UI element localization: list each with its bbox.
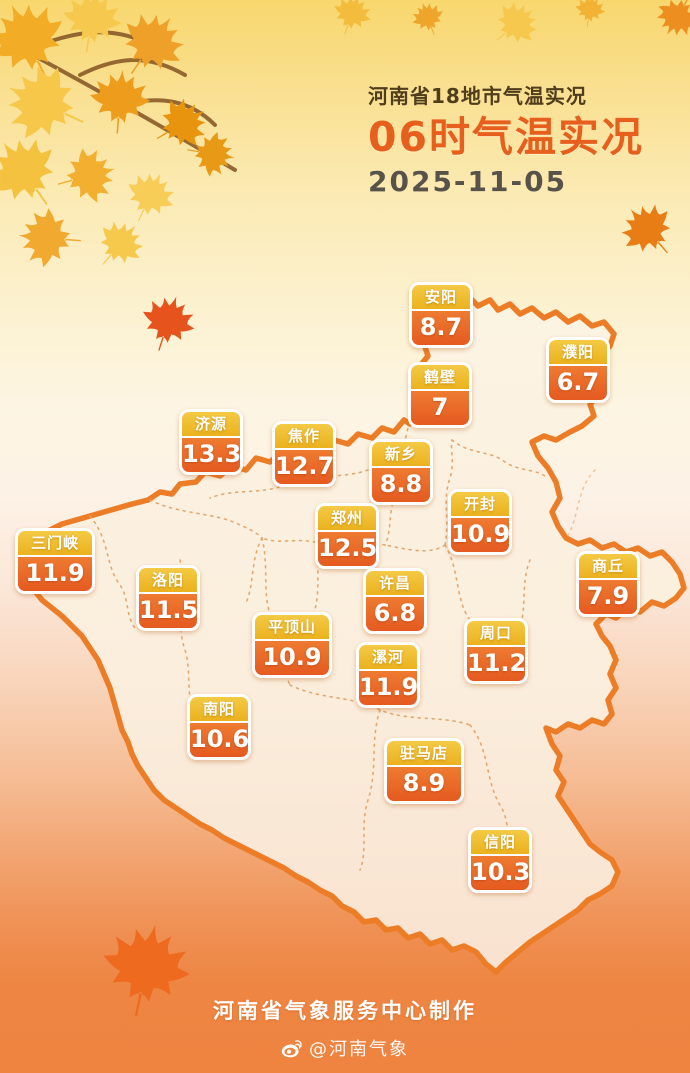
page-title: 06时气温实况 bbox=[368, 113, 645, 161]
city-name: 濮阳 bbox=[549, 340, 607, 365]
city-name: 焦作 bbox=[275, 424, 333, 449]
city-temp: 13.3 bbox=[182, 436, 240, 473]
city-badge: 焦作 12.7 bbox=[272, 421, 336, 488]
city-temp: 11.2 bbox=[467, 645, 525, 682]
city-name: 漯河 bbox=[359, 645, 417, 670]
city-badge: 南阳 10.6 bbox=[187, 694, 251, 761]
city-badge: 鹤壁 7 bbox=[408, 362, 472, 429]
city-temp: 12.5 bbox=[318, 530, 376, 567]
city-temp: 10.6 bbox=[190, 721, 248, 758]
city-badge: 济源 13.3 bbox=[179, 409, 243, 476]
city-name: 郑州 bbox=[318, 506, 376, 531]
city-badge: 驻马店 8.9 bbox=[384, 738, 464, 805]
city-badge: 开封 10.9 bbox=[448, 489, 512, 556]
city-badge: 许昌 6.8 bbox=[363, 568, 427, 635]
city-name: 许昌 bbox=[366, 571, 424, 596]
city-badge: 商丘 7.9 bbox=[576, 551, 640, 618]
city-badge: 洛阳 11.5 bbox=[136, 565, 200, 632]
city-name: 信阳 bbox=[471, 830, 529, 855]
city-name: 周口 bbox=[467, 621, 525, 646]
header: 河南省18地市气温实况 06时气温实况 2025-11-05 bbox=[368, 84, 668, 199]
watermark: @河南气象 bbox=[0, 1035, 690, 1063]
city-badge: 周口 11.2 bbox=[464, 618, 528, 685]
city-temp: 8.7 bbox=[412, 309, 470, 346]
city-name: 安阳 bbox=[412, 285, 470, 310]
city-temp: 11.9 bbox=[359, 669, 417, 706]
city-temp: 12.7 bbox=[275, 448, 333, 485]
page-subtitle: 河南省18地市气温实况 bbox=[368, 84, 587, 108]
city-name: 洛阳 bbox=[139, 568, 197, 593]
city-temp: 7 bbox=[411, 389, 469, 426]
city-name: 鹤壁 bbox=[411, 365, 469, 390]
city-temp: 6.7 bbox=[549, 364, 607, 401]
city-temp: 8.8 bbox=[372, 466, 430, 503]
city-temp: 11.9 bbox=[18, 555, 92, 592]
city-name: 商丘 bbox=[579, 554, 637, 579]
city-name: 平顶山 bbox=[255, 615, 329, 640]
city-name: 三门峡 bbox=[18, 531, 92, 556]
city-badge: 三门峡 11.9 bbox=[15, 528, 95, 595]
city-badge: 平顶山 10.9 bbox=[252, 612, 332, 679]
city-name: 开封 bbox=[451, 492, 509, 517]
city-badge: 漯河 11.9 bbox=[356, 642, 420, 709]
city-temp: 6.8 bbox=[366, 595, 424, 632]
watermark-text: @河南气象 bbox=[309, 1039, 409, 1060]
city-temp: 7.9 bbox=[579, 578, 637, 615]
city-badge: 信阳 10.3 bbox=[468, 827, 532, 894]
city-badge: 濮阳 6.7 bbox=[546, 337, 610, 404]
weibo-icon bbox=[281, 1040, 303, 1063]
city-temp: 11.5 bbox=[139, 592, 197, 629]
city-badge: 新乡 8.8 bbox=[369, 439, 433, 506]
city-name: 济源 bbox=[182, 412, 240, 437]
city-badge: 安阳 8.7 bbox=[409, 282, 473, 349]
city-name: 新乡 bbox=[372, 442, 430, 467]
city-temp: 8.9 bbox=[387, 765, 461, 802]
credit-text: 河南省气象服务中心制作 bbox=[213, 999, 477, 1023]
city-temp: 10.9 bbox=[451, 516, 509, 553]
city-badge: 郑州 12.5 bbox=[315, 503, 379, 570]
city-temp: 10.9 bbox=[255, 639, 329, 676]
city-name: 南阳 bbox=[190, 697, 248, 722]
report-date: 2025-11-05 bbox=[368, 165, 568, 199]
city-temp: 10.3 bbox=[471, 854, 529, 891]
city-name: 驻马店 bbox=[387, 741, 461, 766]
